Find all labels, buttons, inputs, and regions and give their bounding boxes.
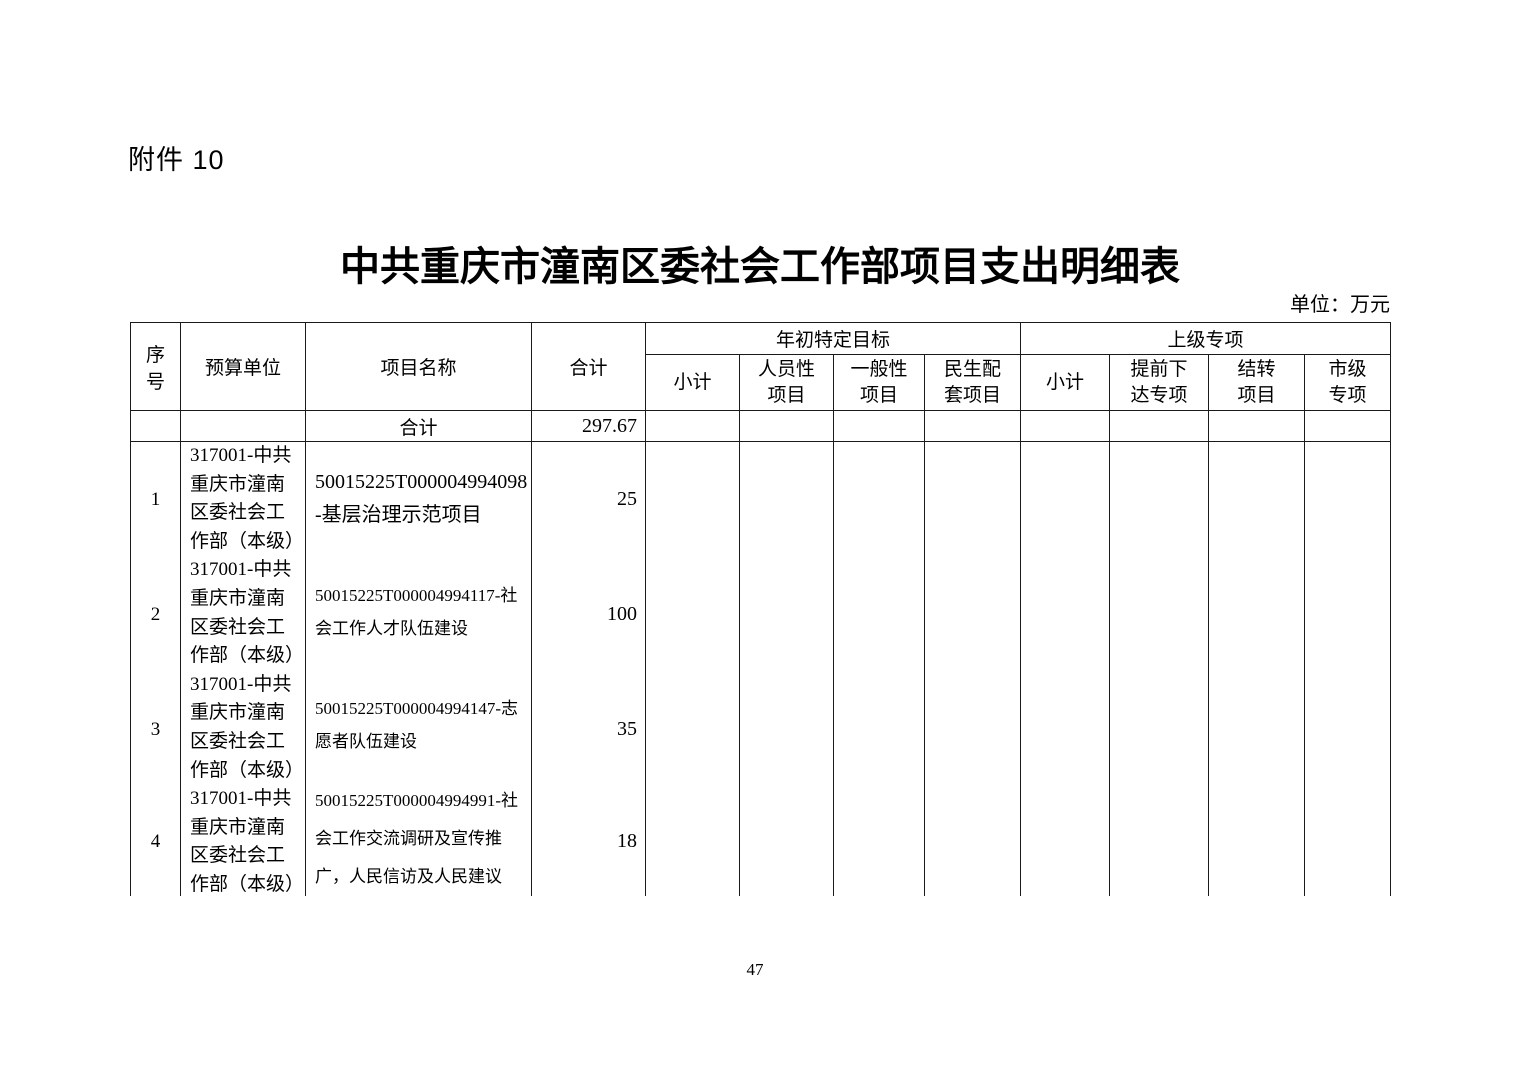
header-sub-livelihood-project: 民生配 套项目	[923, 354, 1022, 411]
header-seq: 序 号	[130, 322, 181, 411]
empty-cell	[645, 410, 740, 442]
summary-label: 合计	[305, 410, 532, 442]
header-sub-subtotal-2: 小计	[1020, 354, 1111, 411]
row-budget-unit: 317001-中共 重庆市潼南 区委社会工 作部（本级）	[190, 673, 305, 781]
attachment-label: 附件 10	[128, 145, 225, 175]
empty-cell	[739, 441, 834, 896]
empty-cell	[1304, 410, 1392, 442]
document-title: 中共重庆市潼南区委社会工作部项目支出明细表	[340, 244, 1180, 289]
header-sub-advance-special: 提前下 达专项	[1109, 354, 1210, 411]
unit-label: 单位：万元	[1290, 294, 1390, 316]
empty-cell	[1109, 441, 1210, 896]
row-seq: 4	[150, 830, 161, 852]
header-sub-personnel-project: 人员性 项目	[739, 354, 834, 411]
empty-cell	[130, 410, 181, 442]
empty-cell	[923, 410, 1022, 442]
empty-cell	[739, 410, 834, 442]
header-sub-general-project: 一般性 项目	[833, 354, 925, 411]
summary-total-value: 297.67	[531, 410, 646, 442]
empty-cell	[833, 441, 925, 896]
empty-cell	[645, 441, 740, 896]
summary-row: 合计 297.67	[130, 410, 1392, 442]
empty-cell	[833, 410, 925, 442]
row-budget-unit: 317001-中共 重庆市潼南 区委社会工 作部（本级）	[190, 445, 305, 552]
header-sub-subtotal-1: 小计	[645, 354, 740, 411]
row-seq: 1	[150, 488, 161, 510]
header-group-year-start-target: 年初特定目标	[644, 322, 1022, 355]
seq-column: 1 2 3 4	[130, 441, 181, 896]
table-body: 1 2 3 4 317001-中共 重庆市潼南 区委社会工 作部（本级） 317…	[130, 441, 1392, 896]
empty-cell	[1020, 441, 1111, 896]
row-total-value: 35	[617, 718, 637, 740]
header-sub-carryover-project: 结转 项目	[1208, 354, 1306, 411]
total-column: 25 100 35 18	[531, 441, 646, 896]
header-budget-unit: 预算单位	[180, 322, 306, 411]
row-total-value: 25	[617, 488, 637, 510]
row-project-name: 50015225T000004994991-社 会工作交流调研及宣传推 广，人民…	[315, 790, 519, 886]
header-sub-city-special: 市级 专项	[1304, 354, 1392, 411]
row-project-name: 50015225T000004994147-志 愿者队伍建设	[315, 699, 519, 752]
budget-unit-column: 317001-中共 重庆市潼南 区委社会工 作部（本级） 317001-中共 重…	[180, 441, 306, 896]
empty-cell	[1020, 410, 1111, 442]
budget-expenditure-table: 序 号 预算单位 项目名称 合计 年初特定目标 上级专项 小计 人员性 项目 一…	[130, 322, 1392, 896]
row-project-name: 50015225T000004994098 -基层治理示范项目	[315, 470, 528, 526]
row-budget-unit: 317001-中共 重庆市潼南 区委社会工 作部（本级）	[190, 788, 305, 895]
project-name-column: 50015225T000004994098 -基层治理示范项目 50015225…	[305, 441, 532, 896]
empty-cell	[923, 441, 1022, 896]
header-project-name: 项目名称	[305, 322, 532, 411]
row-total-value: 100	[607, 603, 637, 625]
empty-cell	[1208, 410, 1306, 442]
row-seq: 3	[150, 718, 161, 740]
header-total: 合计	[531, 322, 646, 411]
empty-cell	[180, 410, 306, 442]
row-total-value: 18	[617, 830, 637, 852]
empty-cell	[1304, 441, 1392, 896]
empty-cell	[1208, 441, 1306, 896]
header-group-superior-special: 上级专项	[1020, 322, 1392, 355]
row-seq: 2	[150, 603, 161, 625]
row-project-name: 50015225T000004994117-社 会工作人才队伍建设	[315, 585, 518, 638]
empty-cell	[1109, 410, 1210, 442]
page-number: 47	[746, 960, 764, 979]
row-budget-unit: 317001-中共 重庆市潼南 区委社会工 作部（本级）	[190, 559, 305, 667]
